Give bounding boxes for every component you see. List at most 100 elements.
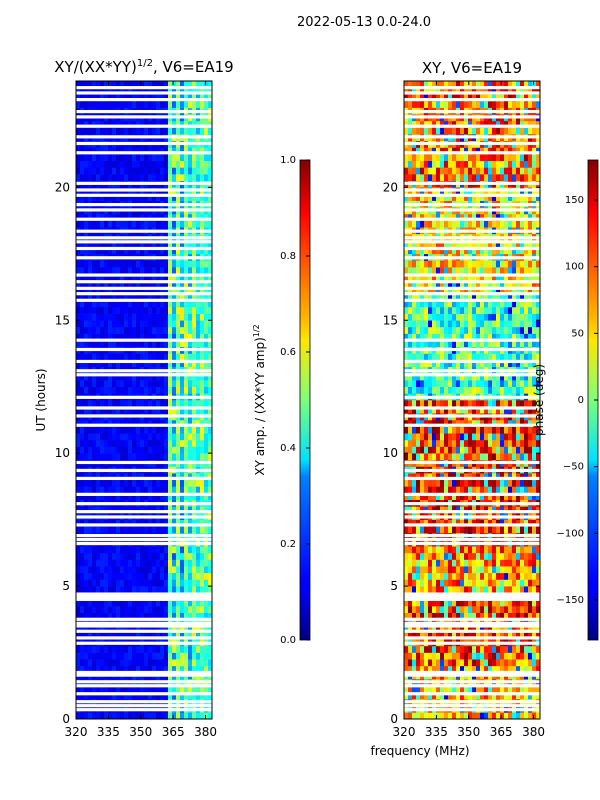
flagged-row [404,286,540,290]
colorbar-tick-label: 0.4 [280,443,296,454]
flagged-row [404,680,540,684]
colorbar-tick-label: −100 [557,528,584,539]
flagged-row [76,115,212,119]
y-tick-label: 0 [62,712,70,726]
flagged-row [76,515,212,519]
flagged-row [404,86,540,90]
flagged-row [76,492,212,496]
colorbar-tick-label: 0.8 [280,251,296,262]
y-tick-label: 20 [55,180,70,194]
flagged-row [76,414,212,418]
flagged-row [404,502,540,506]
flagged-row [404,203,540,207]
flagged-row [404,208,540,212]
flagged-row [404,280,540,284]
flagged-row [76,395,212,399]
flagged-row [76,684,212,688]
flagged-row [76,273,212,277]
flagged-row [76,680,212,684]
flagged-row [404,395,540,399]
amplitude-heatmap [76,81,213,720]
flagged-row [404,621,540,625]
colorbar-tick-label: 1.0 [280,155,296,166]
phase-colorbar-ticks: −150 −100 −50 0 50 100 150 [557,195,598,606]
panel2-axes: 320 335 350 365 380 0 5 10 15 20 [383,80,545,739]
flagged-row [76,347,212,352]
flagged-row [76,510,212,514]
colorbar-tick-label: 0.2 [280,539,296,550]
flagged-row [404,246,540,251]
flagged-row [76,597,212,601]
flagged-row [76,236,212,240]
flagged-row [404,98,540,102]
flagged-row [404,151,540,155]
flagged-row [404,423,540,427]
flagged-row [404,115,540,119]
flagged-row [76,217,212,221]
x-tick-label: 365 [162,725,185,739]
flagged-row [404,700,540,704]
figure-xlabel: frequency (MHz) [370,744,469,758]
colorbar-tick-label: 0.0 [280,635,296,646]
flagged-row [404,541,540,546]
colorbar-tick-label: 100 [565,262,584,273]
y-tick-label: 10 [55,446,70,460]
flagged-row [76,700,212,704]
flagged-row [404,292,540,296]
flagged-row [76,692,212,696]
flagged-row [404,109,540,114]
flagged-row [76,537,212,542]
y-tick-label: 15 [55,313,70,327]
colorbar-tick-label: −150 [557,595,584,606]
flagged-row [76,423,212,427]
x-tick-label: 320 [393,725,416,739]
panel1-axes: 320 335 350 365 380 0 5 10 15 20 [55,80,217,739]
y-tick-label: 5 [390,579,398,593]
flagged-row [76,240,212,244]
flagged-row [404,492,540,496]
x-tick-label: 320 [65,725,88,739]
flagged-row [76,246,212,251]
panel2-title: XY, V6=EA19 [422,59,522,77]
flagged-row [404,193,540,197]
flagged-row [76,523,212,527]
flagged-row [404,476,540,481]
flagged-row [404,673,540,677]
flagged-row [404,595,540,599]
flagged-row [404,240,540,244]
flagged-row [404,124,540,128]
flagged-row [76,124,212,128]
flagged-row [76,617,212,621]
flagged-row [404,537,540,542]
flagged-row [404,406,540,410]
flagged-row [404,533,540,538]
flagged-row [76,373,212,377]
flagged-row [76,338,212,342]
flagged-row [76,359,212,364]
flagged-row [404,347,540,352]
flagged-row [76,229,212,233]
flagged-row [76,533,212,538]
flagged-row [404,135,540,139]
panel1-ylabel: UT (hours) [34,368,48,431]
flagged-row [404,704,540,708]
flagged-row [76,151,212,155]
phase-heatmap [404,81,541,720]
flagged-row [76,406,212,410]
flagged-row [404,597,540,601]
flagged-row [76,286,212,290]
flagged-row [404,369,540,373]
flagged-row [76,292,212,296]
flagged-row [76,208,212,212]
flagged-row [76,141,212,146]
flagged-row [76,641,212,645]
figure-title: 2022-05-13 0.0-24.0 [297,15,431,30]
x-tick-label: 350 [457,725,480,739]
flagged-row [76,670,212,675]
flagged-row [76,193,212,197]
flagged-row [404,641,540,645]
flagged-row [404,338,540,342]
flagged-row [404,359,540,364]
flagged-row [404,373,540,377]
flagged-row [76,203,212,207]
